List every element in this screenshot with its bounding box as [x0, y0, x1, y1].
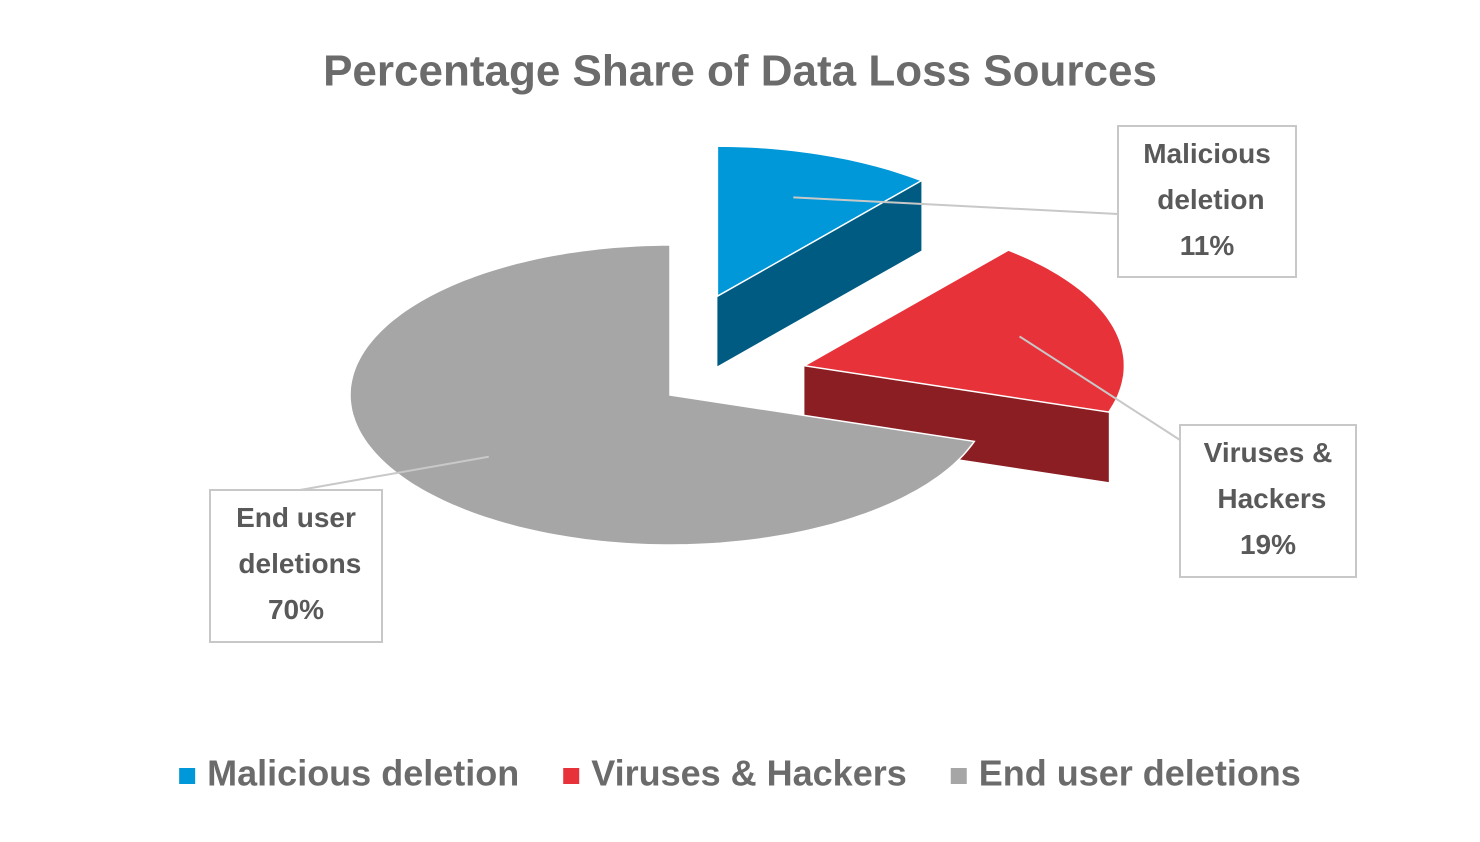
category-line: Malicious	[1143, 138, 1271, 169]
category-line: deletions	[231, 548, 362, 579]
chart-title: Percentage Share of Data Loss Sources	[323, 47, 1157, 96]
leader-line	[1019, 335, 1181, 441]
category-line: End user	[236, 502, 356, 533]
legend-label: End user deletions	[979, 753, 1301, 794]
category-line: deletion	[1149, 184, 1264, 215]
data-label-category: End user deletions	[231, 502, 362, 579]
label-box	[209, 489, 383, 643]
data-label-category: Viruses & Hackers	[1204, 437, 1333, 514]
data-label-value: 70%	[268, 594, 324, 625]
label-box	[1179, 424, 1357, 578]
data-label: Viruses & Hackers 19%	[1204, 437, 1333, 560]
legend-marker	[563, 768, 580, 784]
data-label-value: 19%	[1240, 529, 1296, 560]
data-label-category: Malicious deletion	[1143, 138, 1271, 215]
slice	[802, 249, 1126, 413]
slice	[349, 244, 976, 546]
data-label: Malicious deletion 11%	[1143, 138, 1271, 261]
leader-line	[299, 455, 489, 491]
legend-label: Viruses & Hackers	[591, 753, 907, 794]
label-box	[1117, 125, 1297, 278]
legend-marker	[179, 768, 196, 784]
data-label-value: 11%	[1180, 230, 1235, 261]
category-line: Viruses &	[1204, 437, 1333, 468]
leader-line	[793, 196, 1119, 215]
category-line: Hackers	[1210, 483, 1327, 514]
slice	[716, 145, 924, 298]
legend-marker	[950, 768, 967, 784]
legend-label: Malicious deletion	[207, 753, 519, 794]
data-label: End user deletions 70%	[231, 502, 362, 625]
